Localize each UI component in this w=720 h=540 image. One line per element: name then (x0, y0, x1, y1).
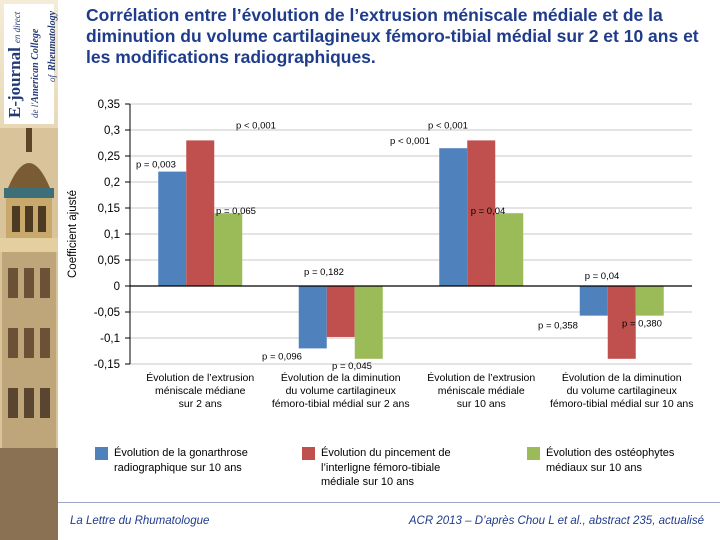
y-tick-label: 0,05 (98, 255, 120, 267)
data-label: p = 0,003 (136, 160, 176, 171)
y-tick-label: -0,05 (94, 307, 120, 319)
legend-text: Évolution de la gonarthrose (114, 447, 248, 459)
legend-text: l’interligne fémoro-tibiale (321, 461, 441, 474)
legend-swatch-red (302, 447, 315, 460)
y-tick-label: 0,25 (98, 151, 120, 163)
bar (495, 213, 524, 286)
x-tick-label: du volume cartilagineux (286, 385, 397, 397)
bar (186, 140, 215, 286)
y-tick-label: 0,35 (98, 99, 120, 111)
journal-logo: E-journal en direct de l'American Colleg… (5, 0, 58, 118)
legend-text: Évolution du pincement de (321, 447, 451, 459)
data-label: p = 0,04 (471, 206, 506, 217)
y-tick-label: 0,1 (104, 229, 120, 241)
y-tick-label: -0,15 (94, 359, 120, 371)
data-label: p < 0,001 (390, 136, 430, 147)
y-tick-label: 0 (114, 281, 120, 293)
footer-left: La Lettre du Rhumatologue (70, 515, 210, 527)
y-tick-label: 0,3 (104, 125, 120, 137)
y-tick-label: -0,1 (100, 333, 120, 345)
footer-divider (58, 502, 720, 503)
bar (214, 213, 243, 286)
legend-text: radiographique sur 10 ans (114, 461, 242, 474)
y-tick-label: 0,2 (104, 177, 120, 189)
x-tick-label: Évolution de l’extrusion (427, 371, 535, 384)
legend-item-2: Évolution du pincement de l’interligne f… (302, 446, 451, 490)
x-tick-label: Évolution de la diminution (281, 371, 401, 384)
legend-text: médiaux sur 10 ans (546, 461, 642, 474)
bar (354, 286, 383, 359)
x-tick-label: méniscale médiane (155, 385, 246, 397)
sidebar-banner: E-journal en direct de l'American Colleg… (0, 0, 58, 540)
x-tick-label: du volume cartilagineux (567, 385, 678, 397)
journal-org2: Rheumatology (47, 10, 58, 71)
bar (635, 286, 664, 316)
data-label: p < 0,001 (236, 120, 276, 131)
journal-org: American College (30, 28, 41, 103)
building-illustration (0, 128, 58, 540)
journal-logo-area (4, 4, 54, 124)
x-tick-label: méniscale médiale (438, 385, 525, 397)
y-tick-label: 0,15 (98, 203, 120, 215)
bar-chart: 0,35 0,3 0,25 0,2 0,15 0,1 0,05 0 -0,05 -0,1 -0,15… (67, 99, 694, 410)
footer-right: ACR 2013 – D’après Chou L et al., abstra… (408, 515, 704, 527)
journal-of: de l' (30, 102, 40, 118)
data-label: p < 0,001 (428, 120, 468, 131)
data-label: p = 0,182 (304, 267, 344, 278)
legend-text: Évolution des ostéophytes (546, 447, 675, 459)
legend-swatch-blue (95, 447, 108, 460)
bar (467, 140, 496, 286)
x-tick-label: sur 10 ans (457, 398, 506, 410)
bar (158, 171, 187, 286)
data-label: p = 0,065 (216, 206, 256, 217)
legend-item-3: Évolution des ostéophytes médiaux sur 10… (527, 446, 674, 475)
journal-name: E-journal (5, 47, 24, 118)
x-tick-label: sur 2 ans (179, 398, 222, 410)
legend-item-1: Évolution de la gonarthrose radiographiq… (95, 446, 248, 475)
legend-text: médiale sur 10 ans (321, 476, 414, 488)
bar (579, 286, 608, 316)
x-tick-label: fémoro-tibial médial sur 2 ans (272, 398, 410, 410)
bar (326, 286, 355, 337)
data-label: p = 0,358 (538, 321, 578, 332)
x-tick-label: Évolution de la diminution (562, 371, 682, 384)
data-label: p = 0,380 (622, 319, 662, 330)
x-tick-label: Évolution de l’extrusion (146, 371, 254, 384)
data-label: p = 0,096 (262, 351, 302, 362)
data-label: p = 0,04 (585, 271, 620, 282)
bar (298, 286, 327, 349)
journal-of2: of (47, 74, 57, 82)
slide-title: Corrélation entre l’évolution de l’extru… (86, 5, 699, 67)
legend-swatch-green (527, 447, 540, 460)
y-axis-label: Coefficient ajusté (67, 190, 79, 278)
data-label: p = 0,045 (332, 361, 372, 372)
bar (439, 148, 468, 286)
x-tick-label: fémoro-tibial médial sur 10 ans (550, 398, 694, 410)
journal-suffix: en direct (12, 11, 22, 44)
bar (607, 286, 636, 359)
